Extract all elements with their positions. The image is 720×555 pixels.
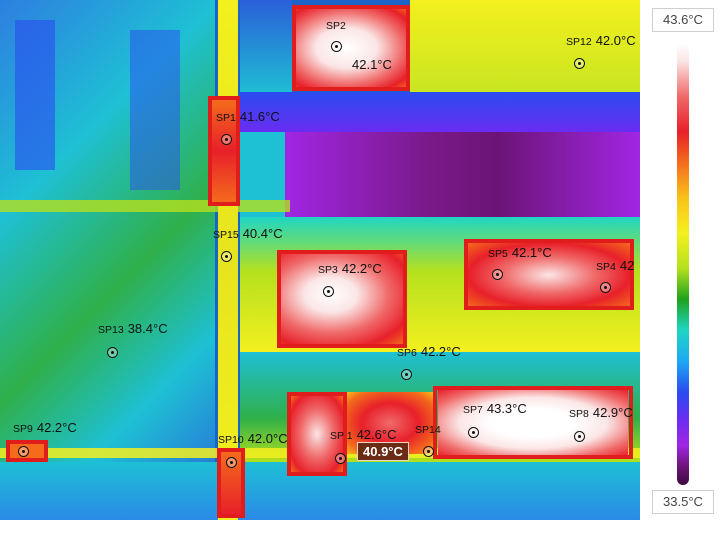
thermal-region-top-middle — [240, 0, 292, 95]
spot-temp-sp2: 42.1°C — [352, 58, 392, 72]
spot-name: SP12 — [566, 36, 592, 48]
spot-name: SP15 — [213, 229, 239, 241]
spot-temp: 42.9°C — [592, 405, 633, 420]
area-box-sp10[interactable] — [217, 448, 245, 518]
area-box-sp1-low[interactable] — [287, 392, 347, 476]
spot-label-sp5: SP5 42.1°C — [488, 246, 552, 261]
spot-label-sp13: SP13 38.4°C — [98, 322, 168, 337]
thermal-region-top-right — [410, 0, 640, 92]
spot-label-sp2: SP2 — [326, 18, 350, 33]
area-box-sp3[interactable] — [277, 250, 407, 348]
spot-marker-sp15[interactable] — [221, 251, 232, 262]
cursor-temperature-readout: 40.9°C — [357, 442, 409, 461]
thermal-region-cyan-left — [240, 132, 285, 232]
spot-label-sp3: SP3 42.2°C — [318, 262, 382, 277]
spot-name: SP14 — [415, 424, 441, 436]
spot-temp: 43.3°C — [486, 401, 527, 416]
hotspot-sp3 — [281, 254, 405, 344]
spot-label-sp14: SP14 — [415, 422, 445, 437]
spot-label-sp7: SP7 43.3°C — [463, 402, 527, 417]
spot-label-sp6: SP6 42.2°C — [397, 345, 461, 360]
area-box-sp2[interactable] — [292, 5, 410, 91]
hotspot-sp10 — [221, 452, 241, 514]
spot-temp: 38.4°C — [127, 321, 168, 336]
spot-name: SP8 — [569, 408, 589, 420]
area-box-sp9[interactable] — [6, 440, 48, 462]
spot-marker-sp12[interactable] — [574, 58, 585, 69]
spot-name: SP6 — [397, 347, 417, 359]
spot-marker-sp10[interactable] — [226, 457, 237, 468]
spot-temp: 42.0°C — [595, 33, 636, 48]
max-temperature-box[interactable]: 43.6°C — [652, 8, 714, 32]
spot-marker-sp9[interactable] — [18, 446, 29, 457]
spot-marker-sp8[interactable] — [574, 431, 585, 442]
spot-label-sp8: SP8 42.9°C — [569, 406, 633, 421]
spot-marker-sp5[interactable] — [492, 269, 503, 280]
spot-temp: 42 — [619, 258, 635, 273]
spot-label-sp1-top: SP1 41.6°C — [216, 110, 280, 125]
spot-marker-sp1-top[interactable] — [221, 134, 232, 145]
hotspot-sp7-sp8 — [438, 390, 628, 456]
spot-name: SP13 — [98, 324, 124, 336]
spot-marker-sp6[interactable] — [401, 369, 412, 380]
spot-temp: 42.2°C — [36, 420, 77, 435]
spot-temp: 42.2°C — [420, 344, 461, 359]
hotspot-sp1-top — [212, 100, 238, 202]
spot-marker-sp1-low[interactable] — [335, 453, 346, 464]
thermal-region-purple-roof — [285, 132, 640, 217]
spot-label-sp12: SP12 42.0°C — [566, 34, 636, 49]
spot-label-sp10: SP10 42.0°C — [218, 432, 288, 447]
thermal-region-blue-patch — [15, 20, 55, 170]
spot-temp: 40.4°C — [242, 226, 283, 241]
spot-temp: 42.6°C — [356, 427, 397, 442]
spot-marker-sp7[interactable] — [468, 427, 479, 438]
spot-name: SP7 — [463, 404, 483, 416]
spot-marker-sp4[interactable] — [600, 282, 611, 293]
spot-temp: 42.0°C — [247, 431, 288, 446]
spot-marker-sp13[interactable] — [107, 347, 118, 358]
hotspot-sp1-low — [291, 396, 343, 472]
spot-temp: 42.2°C — [341, 261, 382, 276]
spot-label-sp4: SP4 42 — [596, 259, 634, 274]
spot-temp: 42.1°C — [352, 57, 392, 72]
spot-name: SP1 — [216, 112, 236, 124]
hotspot-sp2 — [296, 8, 408, 88]
color-palette-bar — [677, 43, 689, 485]
spot-name: SP5 — [488, 248, 508, 260]
spot-name: SP3 — [318, 264, 338, 276]
area-box-sp1-top[interactable] — [208, 96, 240, 206]
spot-name: SP4 — [596, 261, 616, 273]
thermal-region-blue-patch — [130, 30, 180, 190]
area-box-sp5-sp4[interactable] — [464, 239, 634, 310]
thermal-region-blue-strip — [240, 92, 640, 132]
spot-marker-sp2[interactable] — [331, 41, 342, 52]
spot-name: SP2 — [326, 20, 346, 32]
spot-marker-sp3[interactable] — [323, 286, 334, 297]
spot-label-sp1-low: SP 1 42.6°C — [330, 428, 396, 443]
spot-marker-sp14[interactable] — [423, 446, 434, 457]
spot-name: SP 1 — [330, 430, 353, 442]
spot-temp: 42.1°C — [511, 245, 552, 260]
spot-name: SP9 — [13, 423, 33, 435]
thermal-region-horizontal-line — [0, 200, 290, 212]
spot-label-sp15: SP15 40.4°C — [213, 227, 283, 242]
area-box-sp7-sp8[interactable] — [433, 386, 633, 459]
spot-name: SP10 — [218, 434, 244, 446]
spot-label-sp9: SP9 42.2°C — [13, 421, 77, 436]
spot-temp: 41.6°C — [239, 109, 280, 124]
min-temperature-box[interactable]: 33.5°C — [652, 490, 714, 514]
thermal-image[interactable]: SP2 42.1°C SP12 42.0°C SP1 41.6°C SP15 40.4… — [0, 0, 640, 520]
